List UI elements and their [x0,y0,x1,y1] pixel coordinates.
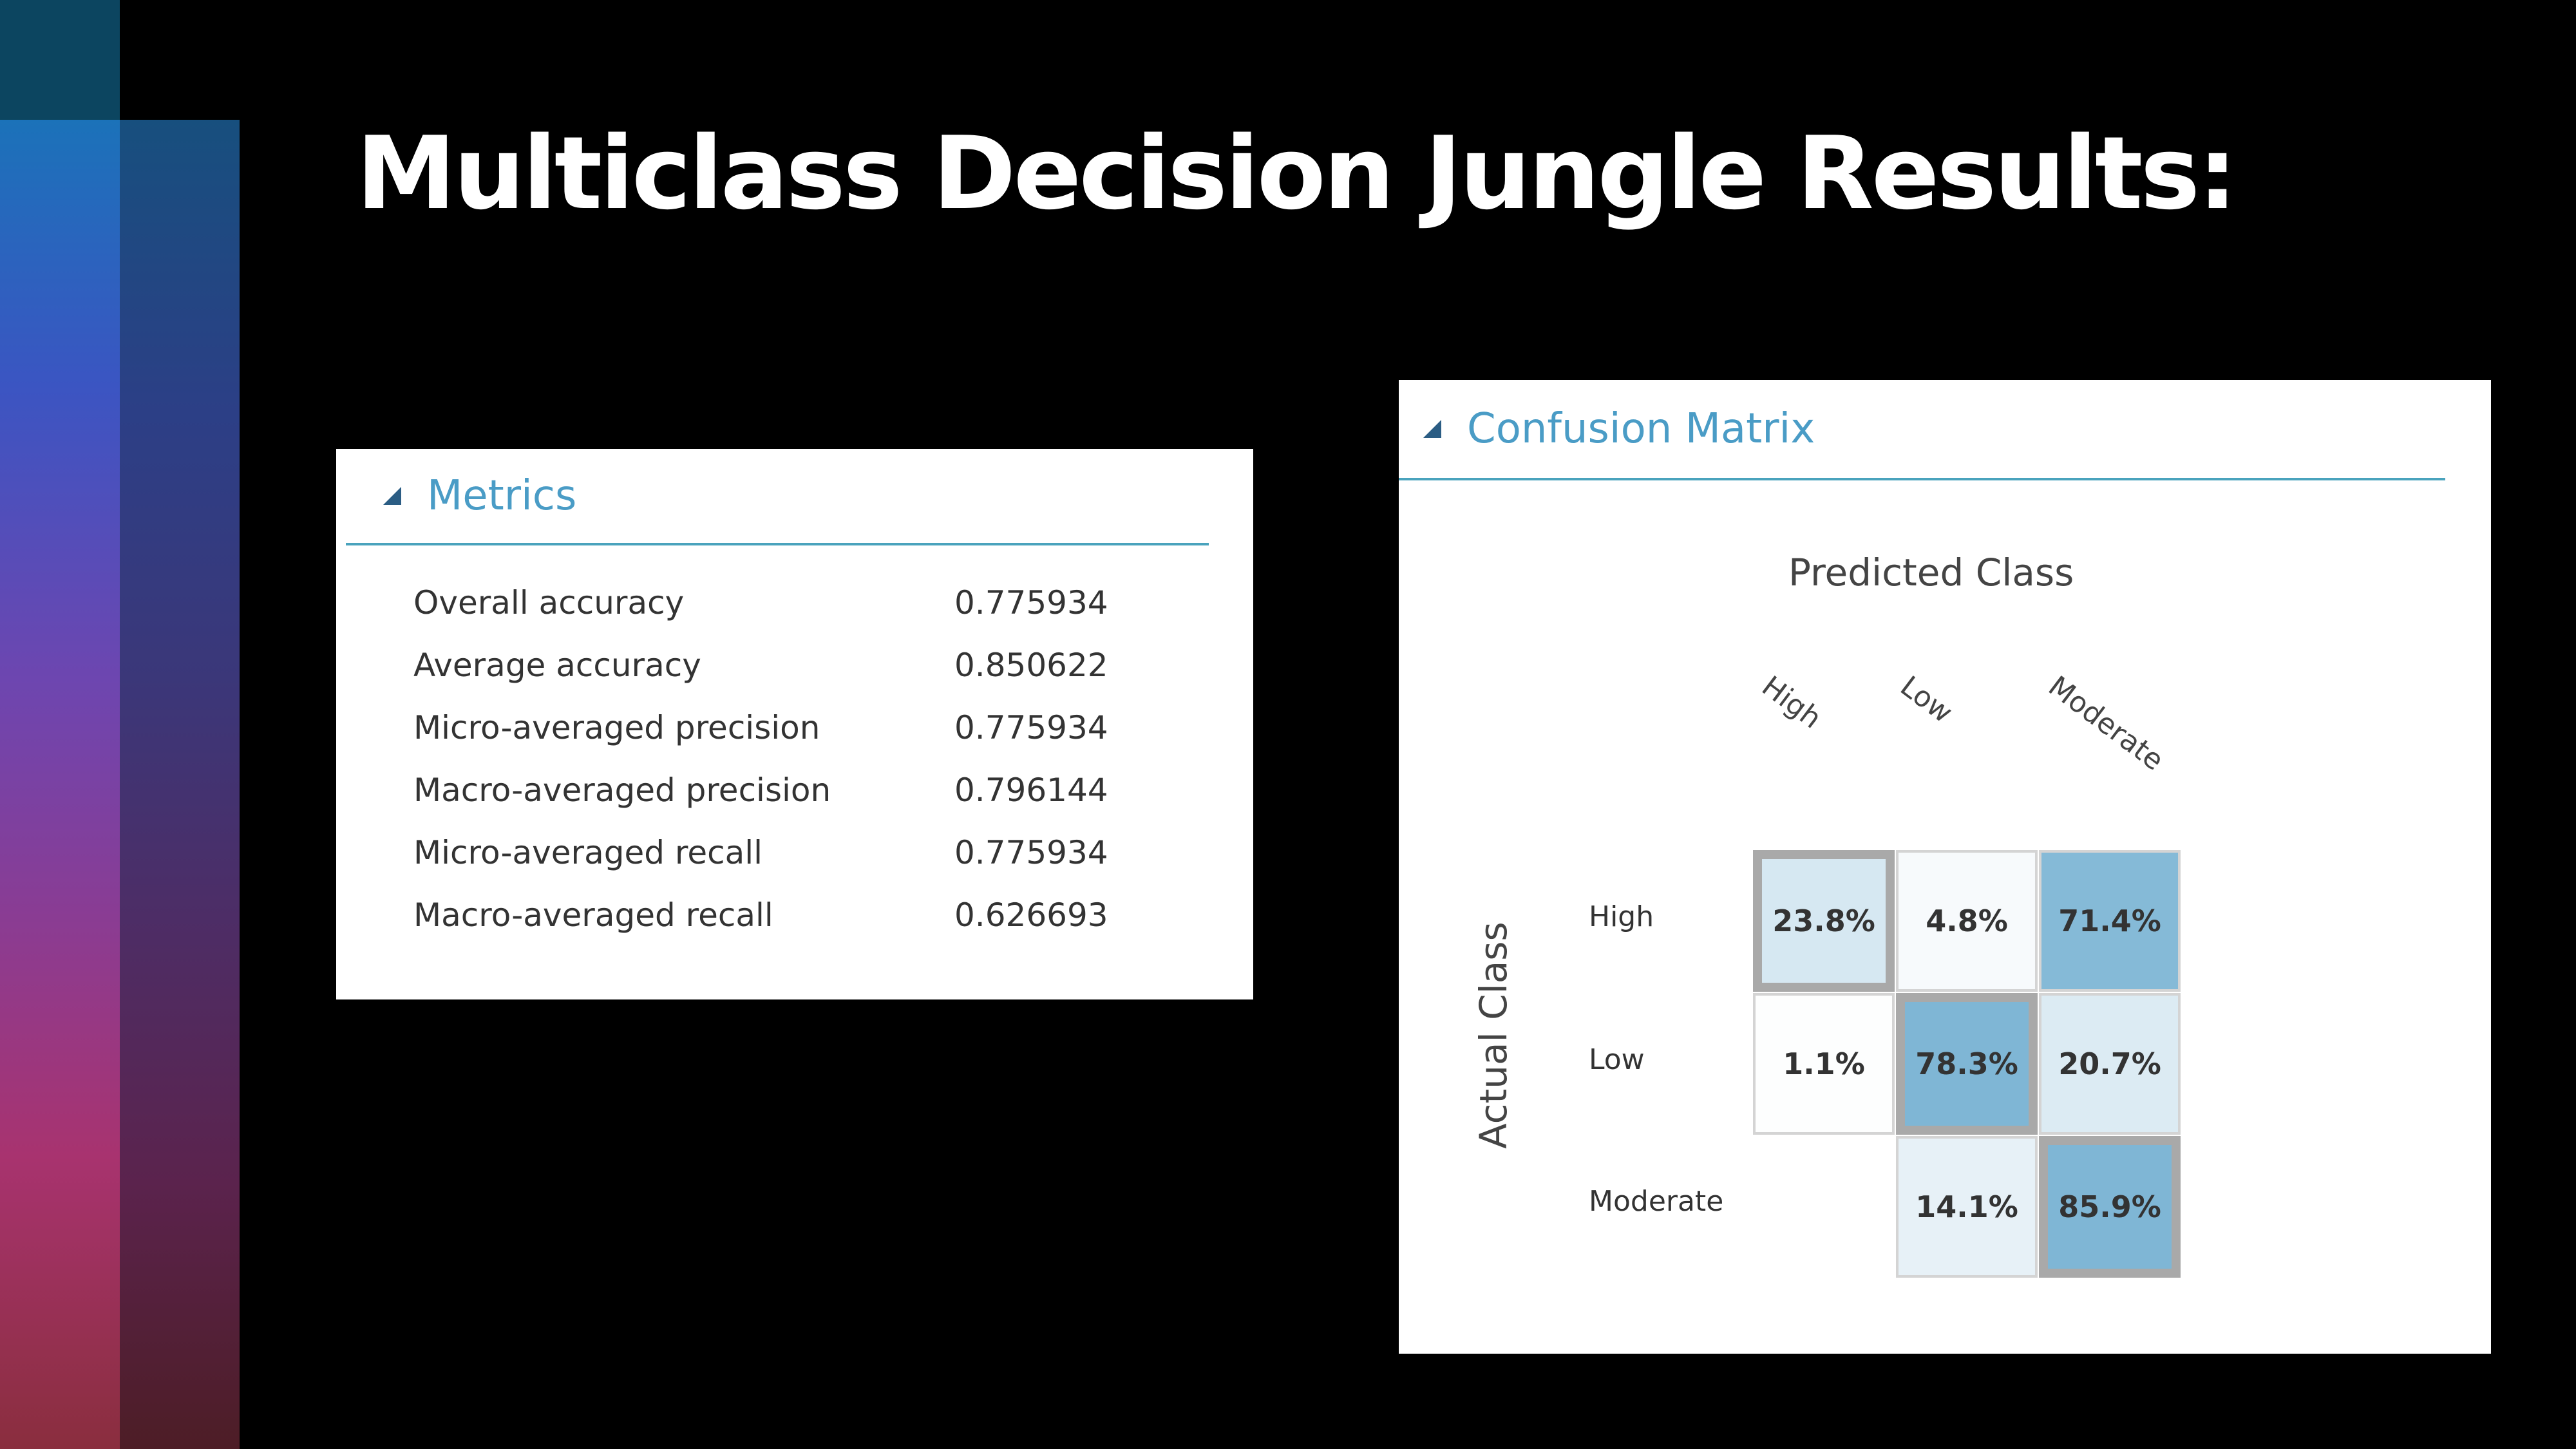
collapse-triangle-icon[interactable] [1423,420,1441,438]
metrics-table: Overall accuracy 0.775934 Average accura… [413,571,1218,946]
metric-label: Micro-averaged recall [413,833,762,871]
matrix-cell: 78.3% [1896,993,2038,1135]
predicted-class-axis-label: Predicted Class [1788,551,2074,594]
metric-label: Overall accuracy [413,583,685,621]
metrics-section-title: Metrics [427,472,577,520]
metric-value: 0.775934 [954,583,1108,621]
metrics-row: Macro-averaged recall 0.626693 [413,884,1218,946]
row-label-low: Low [1589,1043,1645,1076]
matrix-cell: 71.4% [2039,850,2181,992]
decor-stripe-inner [120,120,240,1449]
matrix-cell: 85.9% [2039,1136,2181,1278]
confusion-matrix-panel: Confusion Matrix Predicted Class High Lo… [1399,380,2491,1354]
metric-label: Macro-averaged recall [413,896,773,934]
matrix-cell: 14.1% [1896,1136,2038,1278]
decor-stripe-top [0,0,120,120]
column-label-moderate: Moderate [2042,670,2170,777]
metric-label: Macro-averaged precision [413,771,831,809]
metrics-row: Overall accuracy 0.775934 [413,571,1218,634]
metric-label: Average accuracy [413,646,701,684]
confusion-section-header[interactable]: Confusion Matrix [1399,380,2445,480]
metric-label: Micro-averaged precision [413,708,820,746]
column-label-high: High [1756,670,1828,735]
metrics-section-header[interactable]: Metrics [346,449,1209,545]
metric-value: 0.626693 [954,896,1108,934]
matrix-cell: 4.8% [1896,850,2038,992]
collapse-triangle-icon[interactable] [383,487,401,505]
matrix-cell: 20.7% [2039,993,2181,1135]
row-label-high: High [1589,900,1654,933]
actual-class-axis-label: Actual Class [1472,922,1515,1149]
metric-value: 0.850622 [954,646,1108,684]
metrics-row: Micro-averaged recall 0.775934 [413,821,1218,884]
matrix-cell: 1.1% [1753,993,1895,1135]
column-label-low: Low [1894,670,1959,730]
metrics-row: Macro-averaged precision 0.796144 [413,759,1218,821]
metric-value: 0.796144 [954,771,1108,809]
slide-title: Multiclass Decision Jungle Results: [356,115,2238,232]
metrics-panel: Metrics Overall accuracy 0.775934 Averag… [336,449,1253,999]
metrics-row: Micro-averaged precision 0.775934 [413,696,1218,759]
confusion-section-title: Confusion Matrix [1467,405,1815,453]
metrics-row: Average accuracy 0.850622 [413,634,1218,696]
decor-stripe-left [0,120,120,1449]
row-label-moderate: Moderate [1589,1185,1724,1218]
metric-value: 0.775934 [954,708,1108,746]
matrix-cell: 23.8% [1753,850,1895,992]
matrix-cell [1753,1136,1895,1278]
metric-value: 0.775934 [954,833,1108,871]
